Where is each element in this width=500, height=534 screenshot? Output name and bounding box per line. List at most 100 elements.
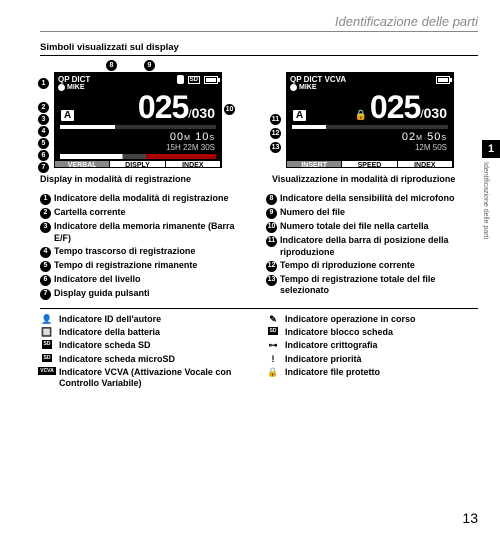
legend-item: 7Display guida pulsanti: [40, 288, 252, 300]
total-time: 12M 50S: [287, 143, 453, 152]
icon-legend-item: 🔒 Indicatore file protetto: [266, 367, 478, 378]
page-number: 13: [462, 510, 478, 526]
legend-icon: VCVA: [40, 367, 54, 375]
display-row: 1 2 3 4 5 6 7 8 9 10 QP DICT SD MIKE: [40, 62, 478, 185]
legend-text: Indicatore del livello: [54, 274, 141, 286]
legend-icon: SD: [40, 340, 54, 348]
legend-icon: SD: [40, 354, 54, 362]
softkey-3: INDEX: [166, 161, 221, 168]
display-right-col: 11 12 13 QP DICT VCVA MIKE A 🔒 025 /: [272, 62, 478, 185]
author-name: MIKE: [299, 84, 317, 91]
person-icon: [290, 84, 297, 91]
softkey-1: INSERT: [287, 161, 342, 168]
legend-num: 7: [40, 289, 51, 300]
legend-item: 5Tempo di registrazione rimanente: [40, 260, 252, 272]
file-number: 025: [138, 91, 188, 123]
section-subtitle: Simboli visualizzati sul display: [40, 42, 478, 53]
icon-legend-item: VCVA Indicatore VCVA (Attivazione Vocale …: [40, 367, 252, 390]
softkey-1: VERBAL: [55, 161, 110, 168]
legend-item: 1Indicatore della modalità di registrazi…: [40, 193, 252, 205]
icon-legend-text: Indicatore operazione in corso: [285, 314, 416, 325]
callout-8: 8: [106, 60, 117, 71]
mode-label: QP DICT VCVA: [290, 75, 346, 84]
icon-legend-text: Indicatore scheda SD: [59, 340, 151, 351]
icon-legend: 👤Indicatore ID dell'autore🔲Indicatore de…: [40, 314, 478, 392]
legend-num: 5: [40, 261, 51, 272]
elapsed-time: 00M 10S: [55, 131, 221, 143]
legend-text: Display guida pulsanti: [54, 288, 150, 300]
icon-legend-text: Indicatore della batteria: [59, 327, 160, 338]
icon-legend-item: SD Indicatore blocco scheda: [266, 327, 478, 338]
legend-item: 2Cartella corrente: [40, 207, 252, 219]
callout-1: 1: [38, 78, 49, 89]
position-bar: [292, 125, 448, 129]
rule: [40, 55, 478, 56]
legend-num: 13: [266, 275, 277, 286]
mode-label: QP DICT: [58, 75, 90, 84]
remaining-time: 15H 22M 30S: [55, 143, 221, 152]
file-total: 030: [192, 105, 215, 121]
numbered-legend: 1Indicatore della modalità di registrazi…: [40, 193, 478, 302]
legend-item: 4Tempo trascorso di registrazione: [40, 246, 252, 258]
callout-13: 13: [270, 142, 281, 153]
level-meter: [60, 154, 216, 159]
folder-label: A: [293, 110, 306, 121]
icon-legend-text: Indicatore file protetto: [285, 367, 380, 378]
legend-icon: 🔲: [40, 327, 54, 338]
legend-item: 9Numero del file: [266, 207, 478, 219]
legend-num: 2: [40, 208, 51, 219]
legend-num: 11: [266, 236, 277, 247]
icon-legend-text: Indicatore VCVA (Attivazione Vocale con …: [59, 367, 252, 390]
callout-3: 3: [38, 114, 49, 125]
chapter-number: 1: [482, 140, 500, 158]
icon-legend-text: Indicatore priorità: [285, 354, 362, 365]
legend-item: 6Indicatore del livello: [40, 274, 252, 286]
softkey-2: SPEED: [342, 161, 397, 168]
icon-legend-text: Indicatore blocco scheda: [285, 327, 393, 338]
lcd-right-wrap: 11 12 13 QP DICT VCVA MIKE A 🔒 025 /: [272, 62, 478, 170]
legend-text: Indicatore della barra di posizione dell…: [280, 235, 478, 258]
callout-10: 10: [224, 104, 235, 115]
legend-text: Tempo di registrazione rimanente: [54, 260, 197, 272]
legend-num: 4: [40, 247, 51, 258]
icon-legend-item: ! Indicatore priorità: [266, 354, 478, 365]
memory-bar: [60, 125, 216, 129]
side-tab: 1 Identificazione delle parti: [482, 140, 500, 239]
legend-icon: !: [266, 354, 280, 365]
legend-icon: ✎: [266, 314, 280, 325]
legend-item: 3Indicatore della memoria rimanente (Bar…: [40, 221, 252, 244]
mic-icon: [177, 75, 184, 84]
icon-legend-text: Indicatore scheda microSD: [59, 354, 175, 365]
callout-2: 2: [38, 102, 49, 113]
file-total: 030: [424, 105, 447, 121]
author-name: MIKE: [67, 84, 85, 91]
legend-icon: SD: [266, 327, 280, 335]
sd-icon: SD: [188, 76, 200, 84]
icon-legend-text: Indicatore crittografia: [285, 340, 378, 351]
legend-num: 6: [40, 275, 51, 286]
callout-6: 6: [38, 150, 49, 161]
callout-9: 9: [144, 60, 155, 71]
play-time: 02M 50S: [287, 131, 453, 143]
display-left-col: 1 2 3 4 5 6 7 8 9 10 QP DICT SD MIKE: [40, 62, 246, 185]
legend-num: 9: [266, 208, 277, 219]
softkey-2: DISPLY: [110, 161, 165, 168]
legend-icon: 🔒: [266, 367, 280, 378]
legend-text: Numero totale dei file nella cartella: [280, 221, 429, 233]
legend-item: 12Tempo di riproduzione corrente: [266, 260, 478, 272]
lcd-left-wrap: 1 2 3 4 5 6 7 8 9 10 QP DICT SD MIKE: [40, 62, 246, 170]
icon-legend-item: 🔲 Indicatore della batteria: [40, 327, 252, 338]
rule-2: [40, 308, 478, 309]
legend-item: 8Indicatore della sensibilità del microf…: [266, 193, 478, 205]
legend-text: Tempo trascorso di registrazione: [54, 246, 195, 258]
legend-num: 12: [266, 261, 277, 272]
legend-item: 10Numero totale dei file nella cartella: [266, 221, 478, 233]
file-number: 025: [370, 91, 420, 123]
callout-12: 12: [270, 128, 281, 139]
legend-text: Numero del file: [280, 207, 345, 219]
callout-7: 7: [38, 162, 49, 173]
caption-left: Display in modalità di registrazione: [40, 174, 246, 185]
lcd-right: QP DICT VCVA MIKE A 🔒 025 / 030 0: [286, 72, 454, 168]
legend-icon: ⊶: [266, 340, 280, 351]
legend-num: 1: [40, 194, 51, 205]
